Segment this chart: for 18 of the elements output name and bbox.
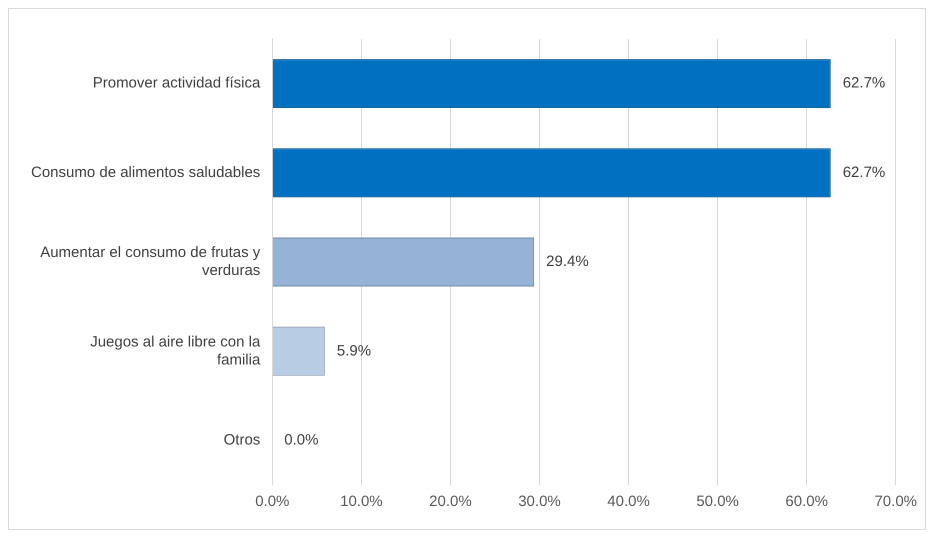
y-tick-label: Promover actividad física bbox=[92, 74, 261, 92]
x-tick-label: 70.0% bbox=[874, 493, 918, 510]
y-tick-label: Consumo de alimentos saludables bbox=[30, 164, 260, 181]
y-tick-label: Aumentar el consumo de frutas y verduras bbox=[40, 244, 261, 280]
data-label: 62.7% bbox=[842, 164, 886, 181]
data-label: 0.0% bbox=[284, 432, 318, 449]
data-label: 62.7% bbox=[842, 74, 886, 92]
x-tick-label: 50.0% bbox=[696, 493, 739, 510]
x-tick-label: 10.0% bbox=[340, 493, 383, 510]
x-tick-label: 40.0% bbox=[607, 493, 650, 510]
x-tick-label: 0.0% bbox=[255, 493, 290, 510]
y-tick-label: Juegos al aire libre con la familia bbox=[90, 333, 261, 368]
x-tick-label: 60.0% bbox=[785, 493, 828, 510]
x-tick-label: 20.0% bbox=[429, 493, 472, 510]
data-label: 5.9% bbox=[336, 342, 372, 360]
data-label: 29.4% bbox=[546, 253, 589, 270]
x-tick-label: 30.0% bbox=[518, 493, 561, 510]
y-tick-label: Otros bbox=[224, 432, 260, 449]
